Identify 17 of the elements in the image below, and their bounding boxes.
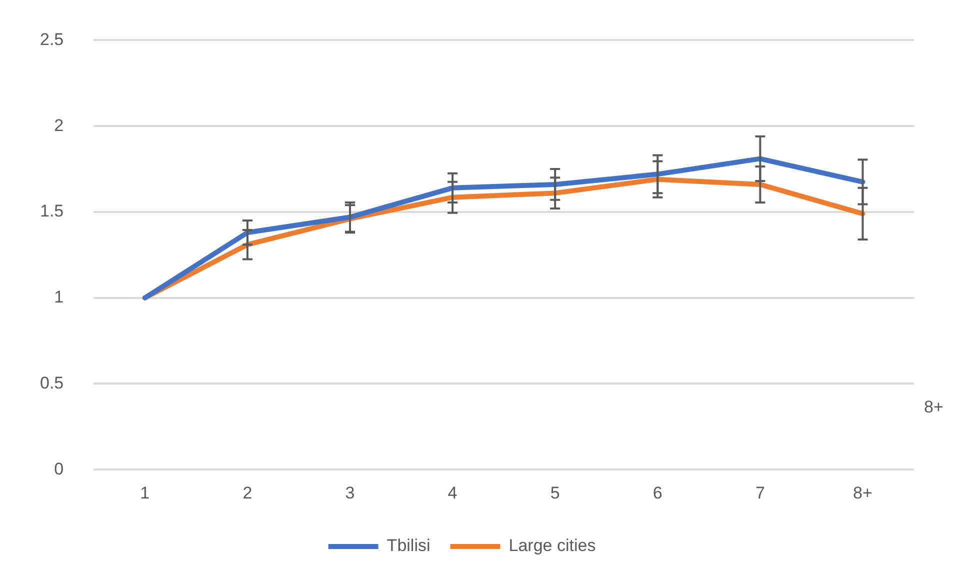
x-tick-label: 6 bbox=[652, 483, 662, 502]
y-tick-label: 2.5 bbox=[40, 30, 64, 49]
legend-label: Large cities bbox=[508, 536, 596, 556]
y-tick-label: 2 bbox=[54, 116, 64, 135]
x-tick-label: 8+ bbox=[853, 483, 872, 502]
x-tick-label: 5 bbox=[550, 483, 560, 502]
text: 8+ bbox=[924, 397, 944, 416]
y-tick-label: 1 bbox=[54, 288, 64, 307]
x-tick-label: 1 bbox=[140, 483, 150, 502]
x-tick-label: 3 bbox=[345, 483, 355, 502]
x-tick-label: 2 bbox=[242, 483, 252, 502]
y-tick-label: 0 bbox=[54, 459, 64, 478]
y-tick-label: 0.5 bbox=[40, 373, 64, 392]
y-tick-label: 1.5 bbox=[40, 202, 64, 221]
x-tick-label: 4 bbox=[448, 483, 458, 502]
x-tick-label: 7 bbox=[755, 483, 765, 502]
legend-label: Tbilisi bbox=[386, 536, 430, 556]
